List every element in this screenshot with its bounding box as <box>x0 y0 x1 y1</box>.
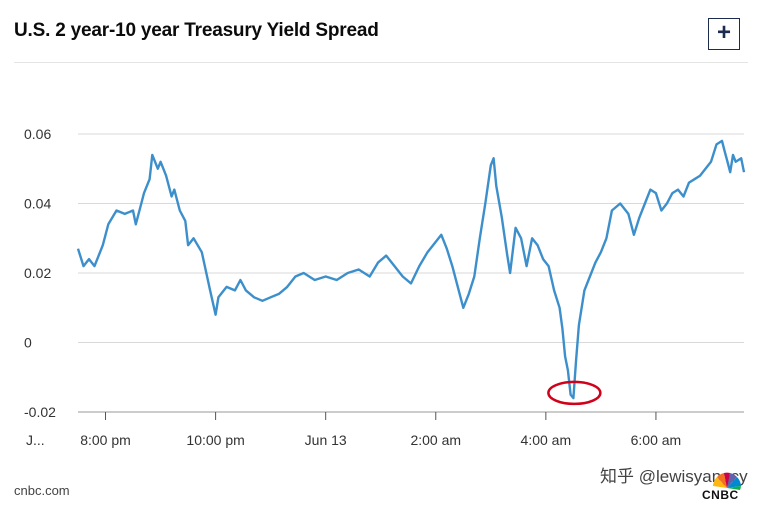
series-line-0 <box>76 139 746 400</box>
y-axis: 0.06 0.04 0.02 0 -0.02 <box>24 126 56 420</box>
y-tick-label-0: 0.06 <box>24 126 51 142</box>
y-tick-label-3: 0 <box>24 335 32 351</box>
y-tick-label-2: 0.02 <box>24 265 51 281</box>
x-tick-label-0: 8:00 pm <box>80 432 131 448</box>
title-divider <box>14 62 748 63</box>
x-tick-label-4: 4:00 am <box>521 432 572 448</box>
y-tick-label-1: 0.04 <box>24 196 51 212</box>
x-tick-label-2: Jun 13 <box>305 432 347 448</box>
x-tick-label-5: 6:00 am <box>631 432 682 448</box>
watermark-text: 知乎 @lewisyangcy <box>600 467 748 486</box>
x-tick-label-3: 2:00 am <box>410 432 461 448</box>
x-axis: 8:00 pm 10:00 pm Jun 13 2:00 am 4:00 am 6:00 … <box>26 411 744 448</box>
cnbc-peacock-icon <box>713 472 741 490</box>
chart-title: U.S. 2 year-10 year Treasury Yield Sprea… <box>14 20 379 41</box>
logo-wordmark: CNBC <box>702 488 739 502</box>
annotation-circle <box>547 380 602 406</box>
source-label: cnbc.com <box>14 483 70 498</box>
grid-lines <box>78 133 744 343</box>
yield-spread-chart: 0.06 0.04 0.02 0 -0.02 8:00 pm 10:00 pm Jun 13… <box>24 126 746 448</box>
series-layer <box>76 139 746 400</box>
annotation-layer <box>547 380 602 406</box>
x-tick-label-1: 10:00 pm <box>186 432 244 448</box>
expand-button[interactable]: + <box>708 18 740 50</box>
y-tick-label-4: -0.02 <box>24 404 56 420</box>
x-tick-label-cut: J... <box>26 432 45 448</box>
